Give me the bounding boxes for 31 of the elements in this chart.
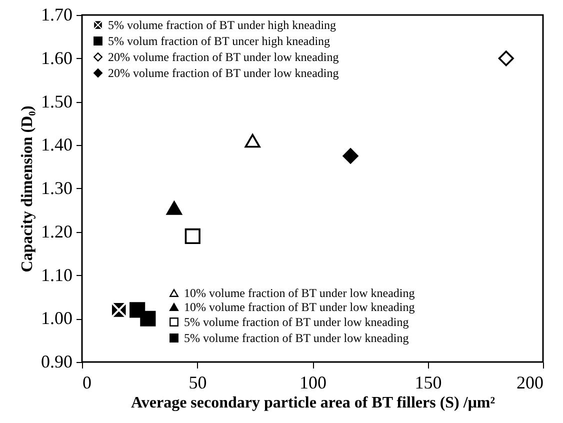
point <box>342 148 358 164</box>
legend-label: 10% volume fraction of BT under low kneading <box>184 286 415 300</box>
legend-label: 20% volume fraction of BT under low kneading <box>108 50 339 64</box>
legend-label: 10% volume fraction of BT under low kneading <box>184 300 415 314</box>
point <box>244 134 260 148</box>
y-axis-title: Capacity dimension (D₀) <box>19 106 36 272</box>
y-tick-label: 1.40 <box>41 134 72 155</box>
y-tick-label: 1.10 <box>41 264 72 285</box>
point <box>166 201 182 215</box>
legend-label: 5% volume fraction of BT under high kneading <box>108 18 336 32</box>
legend-label: 20% volume fraction of BT under low kneading <box>108 66 339 80</box>
x-tick-label: 150 <box>414 372 442 392</box>
point <box>184 228 200 244</box>
y-tick-label: 1.70 <box>41 4 72 24</box>
x-tick-label: 50 <box>188 372 207 392</box>
y-tick-label: 1.30 <box>41 178 72 198</box>
legend-label: 5% volume fraction of BT under low kneading <box>184 331 409 345</box>
y-tick-label: 1.00 <box>41 308 72 328</box>
x-tick-label: 200 <box>516 372 544 392</box>
point <box>112 303 126 317</box>
y-tick-label: 0.90 <box>41 352 72 372</box>
x-tick-label: 100 <box>300 372 326 392</box>
legend-label: 5% volume fraction of BT under low kneading <box>184 315 409 329</box>
y-tick-label: 1.60 <box>41 48 72 68</box>
legend-label: 5% volum fraction of BT uncer high kneading <box>108 34 330 48</box>
y-tick-label: 1.20 <box>41 221 72 242</box>
x-tick-label: 0 <box>82 372 92 392</box>
y-tick-label: 1.50 <box>41 91 72 112</box>
point <box>498 50 514 66</box>
x-axis-title: Average secondary particle area of BT fillers (S) /μm² <box>130 394 496 412</box>
point <box>140 310 156 326</box>
